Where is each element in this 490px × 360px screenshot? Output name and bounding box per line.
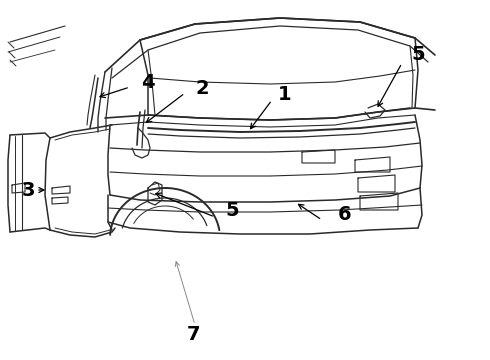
Text: 1: 1 [278, 85, 292, 104]
Text: 7: 7 [186, 325, 200, 345]
Text: 5: 5 [225, 201, 239, 220]
Text: 2: 2 [195, 78, 209, 98]
Text: 4: 4 [141, 72, 155, 91]
Text: 3: 3 [21, 180, 35, 199]
Text: 6: 6 [338, 206, 352, 225]
Text: 5: 5 [411, 45, 425, 64]
